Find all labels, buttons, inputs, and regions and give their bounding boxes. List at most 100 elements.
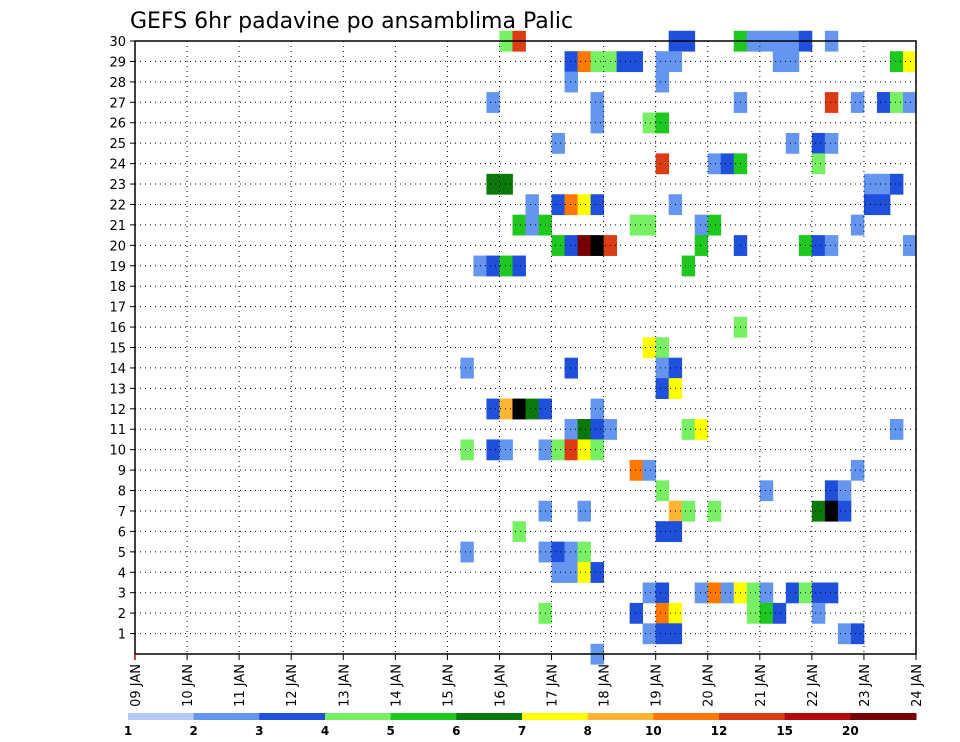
heatmap-cell	[746, 582, 761, 604]
y-tick-label: 7	[118, 505, 126, 520]
y-tick-label: 17	[109, 301, 126, 316]
y-tick-label: 25	[109, 137, 126, 152]
y-tick-label: 28	[109, 76, 126, 91]
heatmap-cell	[889, 92, 904, 113]
x-tick-label: 24 JAN	[910, 664, 925, 707]
y-tick-label: 30	[109, 35, 126, 50]
heatmap-cell	[824, 480, 839, 502]
heatmap-cell	[889, 51, 904, 73]
heatmap-cell	[837, 623, 852, 645]
x-tick-label: 22 JAN	[806, 664, 821, 707]
heatmap-cell	[759, 602, 774, 624]
heatmap-cell	[642, 112, 657, 134]
heatmap-cell	[590, 51, 604, 73]
heatmap-cell	[811, 153, 826, 175]
legend-label: 8	[583, 724, 591, 738]
heatmap-cell	[811, 602, 826, 624]
heatmap-cell	[564, 235, 578, 256]
heatmap-cell	[655, 71, 670, 93]
heatmap-cell	[655, 112, 670, 134]
heatmap-cell	[876, 92, 891, 113]
heatmap-cell	[590, 419, 604, 440]
legend-swatch	[325, 713, 392, 720]
heatmap-cell	[681, 500, 696, 522]
heatmap-cell	[655, 153, 670, 175]
heatmap-cell	[551, 132, 565, 154]
legend-swatch	[587, 713, 654, 720]
heatmap-cell	[642, 337, 657, 359]
y-tick-label: 20	[109, 239, 126, 254]
x-tick-label: 17 JAN	[546, 664, 561, 707]
heatmap-cell	[499, 398, 513, 420]
heatmap-cell	[629, 602, 644, 624]
heatmap-cell	[850, 92, 865, 113]
heatmap-cell	[564, 541, 578, 563]
legend-swatch	[850, 713, 917, 720]
heatmap-cell	[720, 153, 735, 175]
heatmap-cell	[707, 500, 722, 522]
heatmap-cell	[525, 398, 539, 420]
y-tick-label: 10	[109, 444, 126, 459]
heatmap-cell	[460, 357, 474, 379]
heatmap-cell	[655, 480, 670, 502]
legend-label: 3	[255, 724, 263, 738]
heatmap-cell	[785, 582, 800, 604]
heatmap-cell	[642, 582, 657, 604]
x-tick-label: 19 JAN	[650, 664, 665, 707]
y-tick-label: 9	[118, 464, 126, 479]
y-tick-label: 19	[109, 260, 126, 275]
grid-layer	[135, 41, 916, 654]
heatmap-cell	[759, 480, 774, 502]
heatmap-cell	[590, 562, 604, 583]
heatmap-cell	[577, 51, 591, 73]
legend-label: 1	[124, 724, 132, 738]
heatmap-cell	[642, 623, 657, 645]
heatmap-cell	[707, 582, 722, 604]
y-tick-label: 14	[109, 362, 126, 377]
heatmap-cell	[902, 235, 917, 256]
heatmap-cell	[655, 582, 670, 604]
legend-swatch	[653, 713, 720, 720]
x-tick-label: 14 JAN	[389, 664, 404, 707]
heatmap-cell	[629, 459, 644, 481]
legend-layer: 1 2 3 4 5 6 7 8 10 12 15 20	[124, 713, 917, 738]
heatmap-cell	[590, 92, 604, 113]
x-tick-label: 18 JAN	[598, 664, 613, 707]
heatmap-cell	[694, 419, 709, 440]
heatmap-cell	[551, 439, 565, 461]
heatmap-cell	[577, 439, 591, 461]
heatmap-cell	[785, 51, 800, 73]
legend-swatch	[522, 713, 589, 720]
legend-label: 2	[189, 724, 197, 738]
heatmap-cell	[551, 562, 565, 583]
y-tick-label: 4	[118, 566, 126, 581]
legend-swatch	[259, 713, 326, 720]
heatmap-cell	[499, 173, 513, 195]
heatmap-cell	[577, 419, 591, 440]
x-tick-label: 11 JAN	[233, 664, 248, 707]
heatmap-cell	[655, 623, 670, 645]
heatmap-cell	[850, 459, 865, 481]
y-tick-label: 5	[118, 546, 126, 561]
heatmap-cell	[642, 214, 657, 236]
heatmap-cell	[694, 582, 709, 604]
heatmap-cell	[811, 132, 826, 154]
heatmap-cell	[577, 541, 591, 563]
x-tick-label: 09 JAN	[129, 664, 144, 707]
y-tick-label: 26	[109, 117, 126, 132]
heatmap-cell	[642, 459, 657, 481]
heatmap-cell	[811, 582, 826, 604]
heatmap-cell	[564, 71, 578, 93]
heatmap-cell	[824, 582, 839, 604]
y-tick-label: 1	[118, 628, 126, 643]
heatmap-cell	[577, 194, 591, 216]
heatmap-cell	[629, 51, 644, 73]
heatmap-cell	[499, 439, 513, 461]
heatmap-cell	[512, 255, 526, 277]
heatmap-cell	[876, 173, 891, 195]
heatmap-cell	[902, 92, 917, 113]
heatmap-cell	[486, 398, 500, 420]
heatmap-cell	[512, 521, 526, 543]
heatmap-cell	[486, 173, 500, 195]
